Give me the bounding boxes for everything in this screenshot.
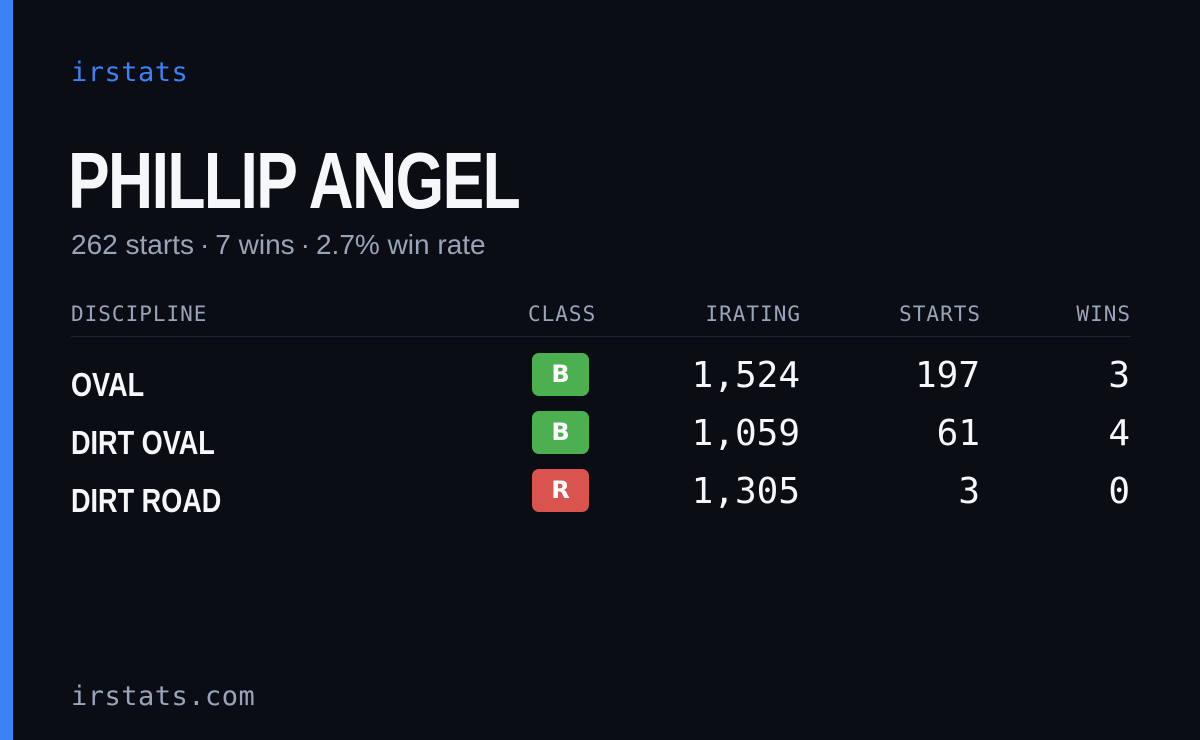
table-header: DISCIPLINE CLASS IRATING STARTS WINS <box>71 296 1131 337</box>
summary-wins: 7 wins <box>215 229 295 260</box>
row-irating: 1,524 <box>691 355 800 396</box>
class-badge: B <box>532 411 589 454</box>
table-row: DIRT OVAL B 1,059 61 4 <box>71 411 1131 469</box>
stats-table: DISCIPLINE CLASS IRATING STARTS WINS OVA… <box>71 296 1131 519</box>
summary-win-rate: 2.7% win rate <box>315 229 486 260</box>
header-class: CLASS <box>528 302 597 326</box>
row-irating: 1,305 <box>691 471 800 512</box>
driver-name: PHILLIP ANGEL <box>68 136 521 225</box>
row-starts: 61 <box>936 413 980 454</box>
header-wins: WINS <box>1076 302 1131 326</box>
summary-separator: · <box>199 229 210 260</box>
class-badge: R <box>532 469 589 512</box>
row-wins: 4 <box>1108 413 1130 454</box>
row-discipline: DIRT OVAL <box>71 424 215 461</box>
table-row: OVAL B 1,524 197 3 <box>71 353 1131 411</box>
accent-bar <box>0 0 13 740</box>
footer-url: irstats.com <box>71 681 256 712</box>
header-starts: STARTS <box>899 302 981 326</box>
brand-logo-text: irstats <box>71 57 189 88</box>
summary-separator: · <box>300 229 310 260</box>
row-wins: 3 <box>1108 355 1130 396</box>
row-discipline: DIRT ROAD <box>71 482 222 519</box>
header-irating: IRATING <box>705 302 801 326</box>
header-discipline: DISCIPLINE <box>71 302 208 326</box>
class-badge: B <box>532 353 589 396</box>
table-row: DIRT ROAD R 1,305 3 0 <box>71 469 1131 527</box>
table-body: OVAL B 1,524 197 3 DIRT OVAL B 1,059 61 … <box>71 353 1131 527</box>
row-irating: 1,059 <box>691 413 800 454</box>
row-wins: 0 <box>1108 471 1130 512</box>
row-starts: 197 <box>914 355 980 396</box>
row-discipline: OVAL <box>71 366 145 403</box>
driver-summary: 262 starts · 7 wins · 2.7% win rate <box>71 226 486 264</box>
row-starts: 3 <box>958 471 980 512</box>
summary-starts: 262 starts <box>71 229 194 260</box>
